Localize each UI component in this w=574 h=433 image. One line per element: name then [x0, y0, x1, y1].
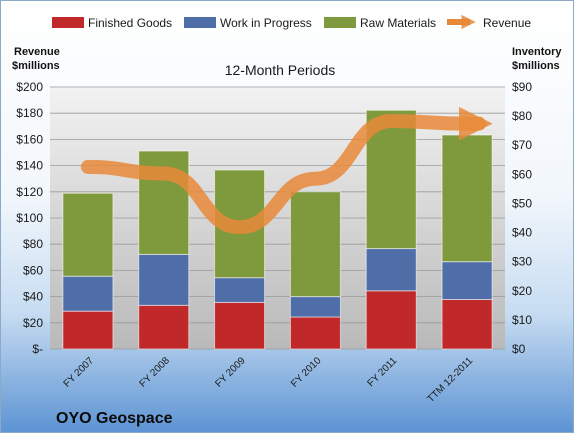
right-tick-label: $70 [512, 138, 532, 152]
right-tick-label: $0 [512, 342, 526, 356]
legend-label-revenue: Revenue [483, 16, 531, 30]
left-tick-label: $200 [16, 80, 43, 94]
left-tick-label: $140 [16, 159, 43, 173]
left-tick-label: $180 [16, 106, 43, 120]
left-tick-label: $120 [16, 185, 43, 199]
bar-finished-goods [138, 304, 190, 350]
right-axis-title-line2: $millions [512, 60, 560, 72]
left-axis-title-line2: $millions [12, 60, 60, 72]
bar-work-in-progress [62, 275, 114, 312]
chart-subtitle: 12-Month Periods [225, 62, 336, 78]
right-tick-label: $20 [512, 284, 532, 298]
right-tick-label: $90 [512, 80, 532, 94]
bar-finished-goods [289, 316, 341, 350]
bar-work-in-progress [138, 253, 190, 306]
left-axis-ticks: $- $20 $40 $60 $80 $100 $120 $140 $160 $180 $200 [16, 80, 43, 356]
bar-work-in-progress [441, 261, 493, 301]
bar-work-in-progress [214, 277, 266, 303]
revenue-line [80, 106, 493, 235]
left-tick-label: $160 [16, 132, 43, 146]
left-tick-label: $40 [23, 290, 43, 304]
legend-label-work-in-progress: Work in Progress [220, 16, 312, 30]
right-tick-label: $80 [512, 109, 532, 123]
left-tick-label: $100 [16, 211, 43, 225]
right-axis-title-line1: Inventory [512, 46, 562, 58]
legend-label-finished-goods: Finished Goods [88, 16, 172, 30]
left-tick-label: $20 [23, 316, 43, 330]
bar-finished-goods [365, 290, 417, 350]
bar-finished-goods [441, 299, 493, 350]
legend-label-raw-materials: Raw Materials [360, 16, 436, 30]
bar-finished-goods [62, 310, 114, 350]
left-axis-title-line1: Revenue [14, 46, 60, 58]
bar-raw-materials [289, 191, 341, 298]
left-tick-label: $80 [23, 237, 43, 251]
legend-swatch-raw-materials [324, 17, 356, 28]
legend-swatch-work-in-progress [184, 17, 216, 28]
bar-finished-goods [214, 301, 266, 350]
bar-work-in-progress [365, 248, 417, 292]
revenue-line-layer [80, 106, 493, 235]
right-tick-label: $10 [512, 313, 532, 327]
bar-stacks [62, 109, 493, 350]
right-tick-label: $40 [512, 226, 532, 240]
right-axis-ticks: $0 $10 $20 $30 $40 $50 $60 $70 $80 $90 [512, 80, 532, 356]
legend-swatch-finished-goods [52, 17, 84, 28]
legend: Finished Goods Work in Progress Raw Mate… [52, 14, 531, 30]
bar-raw-materials [441, 134, 493, 263]
company-name: OYO Geospace [56, 410, 173, 427]
left-tick-label: $- [32, 342, 43, 356]
bar-raw-materials [62, 192, 114, 277]
right-tick-label: $30 [512, 255, 532, 269]
left-tick-label: $60 [23, 263, 43, 277]
bar-work-in-progress [289, 296, 341, 318]
right-tick-label: $50 [512, 196, 532, 210]
right-tick-label: $60 [512, 167, 532, 181]
